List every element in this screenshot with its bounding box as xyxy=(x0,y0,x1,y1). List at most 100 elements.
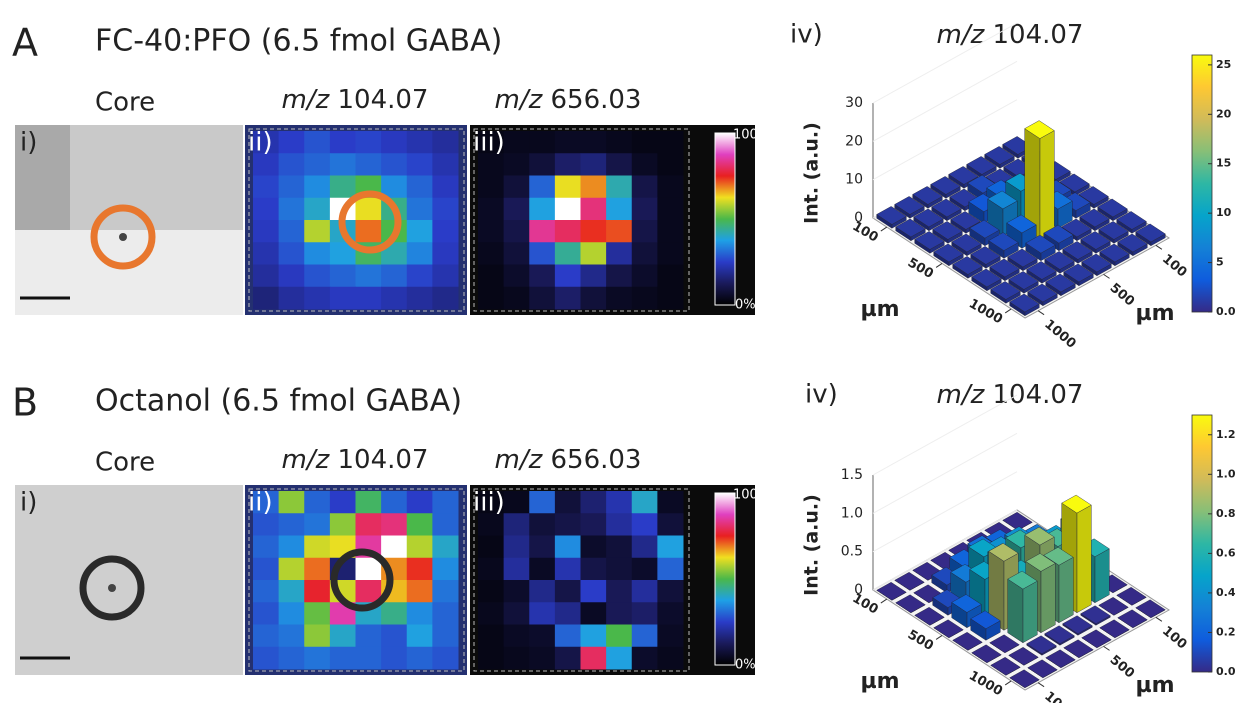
y-tick-label: 500 xyxy=(1107,281,1137,310)
bar xyxy=(895,218,926,242)
heatmap-cell xyxy=(329,646,356,670)
heatmap-cell xyxy=(657,535,684,559)
heatmap-cell xyxy=(580,491,607,514)
z-grid-line xyxy=(872,22,1018,104)
bar-top xyxy=(1098,221,1129,240)
heatmap-cell xyxy=(478,646,505,670)
heatmap-cell xyxy=(554,513,581,536)
heatmap-cell xyxy=(406,242,433,265)
heatmap-cell xyxy=(606,535,633,559)
heat-max-label: 100% xyxy=(733,128,770,143)
title-value: 104.07 xyxy=(993,380,1084,410)
y-tick xyxy=(1155,244,1163,250)
mz-label: m/z 656.03 xyxy=(495,445,642,475)
bar xyxy=(895,594,926,613)
core-label: Core xyxy=(95,448,155,478)
bar xyxy=(1009,669,1040,688)
heatmap-cell xyxy=(253,535,280,559)
heatmap-cell xyxy=(253,602,280,625)
bar-top xyxy=(1059,173,1090,193)
heatmap-cell xyxy=(657,646,684,670)
bar-top xyxy=(1025,553,1056,572)
x-tick-label: 500 xyxy=(905,255,936,282)
heatmap-cell xyxy=(580,580,607,603)
heatmap-cell xyxy=(580,602,607,625)
heatmap-cell xyxy=(304,646,331,670)
heatmap-cell xyxy=(529,264,556,288)
heatmap-cell xyxy=(606,557,633,581)
heatmap-cell xyxy=(657,264,684,288)
heatmap-cell xyxy=(580,153,607,176)
bar-top xyxy=(1081,253,1112,273)
heatmap-cell xyxy=(278,197,305,221)
bar-top xyxy=(930,176,961,195)
heatmap-cell xyxy=(381,264,408,288)
heatmap-cell xyxy=(432,602,459,625)
heatmap-cell xyxy=(253,513,280,536)
z-axis-title: Int. (a.u.) xyxy=(801,494,823,596)
heatmap-cell xyxy=(381,491,408,514)
heatmap-cell xyxy=(503,286,530,310)
bar xyxy=(914,607,945,626)
bar-top xyxy=(1081,629,1112,648)
heatmap-cell xyxy=(503,602,530,625)
bar-top xyxy=(1043,224,1074,244)
bar xyxy=(951,233,982,257)
heatmap-cell xyxy=(304,242,331,265)
bar xyxy=(1099,619,1130,638)
heatmap-cell xyxy=(580,131,607,154)
x-tick xyxy=(1004,308,1012,314)
bar xyxy=(1099,243,1130,267)
heatmap-cell xyxy=(253,286,280,310)
y-tick xyxy=(1103,273,1110,279)
bar-side xyxy=(1039,130,1055,239)
heatmap-cell xyxy=(529,580,556,603)
x-tick xyxy=(1004,680,1012,686)
y-tick-label: 1000 xyxy=(1041,317,1078,352)
heatmap-cell xyxy=(529,535,556,559)
heatmap-cell xyxy=(503,242,530,265)
bar-top xyxy=(990,281,1021,300)
heatmap-cell xyxy=(355,646,382,670)
heatmap-cell xyxy=(580,535,607,559)
colorbar-tick-label: 25 xyxy=(1216,58,1231,71)
heatmap-cell xyxy=(278,646,305,670)
bar-top xyxy=(952,632,983,651)
mz-value: 656.03 xyxy=(551,85,642,115)
bar xyxy=(966,156,997,179)
heatmap-cell xyxy=(432,264,459,288)
z-tick-label: 1.5 xyxy=(841,467,863,483)
bar-top xyxy=(971,644,1002,663)
heatmap-cell xyxy=(304,513,331,536)
heatmap-cell xyxy=(554,602,581,625)
panel-title: FC-40:PFO (6.5 fmol GABA) xyxy=(95,24,502,59)
bar xyxy=(989,258,1020,282)
y-tick xyxy=(1103,645,1110,651)
heatmap-cell xyxy=(478,535,505,559)
heatmap-cell xyxy=(432,242,459,265)
heatmap-cell xyxy=(503,535,530,559)
bar-side xyxy=(1040,563,1056,634)
y-tick-label: 100 xyxy=(1159,624,1189,653)
bar xyxy=(1117,609,1148,628)
heatmap-cell xyxy=(432,580,459,603)
title-prefix: m/z xyxy=(937,380,986,410)
heatmap-cell xyxy=(606,646,633,670)
x-tick-label: 500 xyxy=(905,627,936,654)
bar xyxy=(931,198,962,222)
heatmap-cell xyxy=(406,602,433,625)
heatmap-cell xyxy=(381,175,408,199)
bar-top xyxy=(1061,218,1092,238)
bar xyxy=(952,632,983,651)
mz-prefix: m/z xyxy=(282,445,331,475)
heatmap-cell xyxy=(631,624,658,648)
chart-title: m/z 104.07 xyxy=(937,20,1084,50)
bar-top xyxy=(1007,570,1038,590)
heatmap-cell xyxy=(606,513,633,536)
heatmap-cell xyxy=(329,513,356,536)
heatmap-cell xyxy=(554,153,581,176)
heatmap-cell xyxy=(432,153,459,176)
mz-label: m/z 104.07 xyxy=(282,445,429,475)
heatmap-cell xyxy=(304,264,331,288)
heatmap-cell xyxy=(381,624,408,648)
